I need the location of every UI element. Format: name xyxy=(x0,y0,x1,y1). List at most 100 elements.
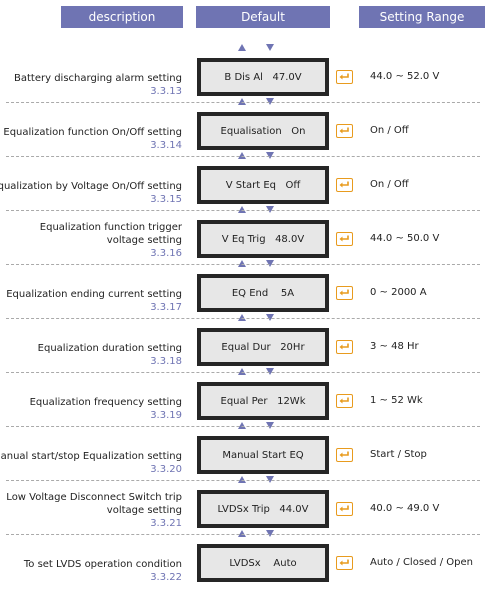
setting-range-value: Auto / Closed / Open xyxy=(370,557,473,568)
lcd-text: Equalisation On xyxy=(201,116,325,146)
setting-range-value: 1 ~ 52 Wk xyxy=(370,395,423,406)
up-arrow-icon xyxy=(238,206,246,213)
description-line: Equalization by Voltage On/Off setting xyxy=(0,181,182,192)
section-number: 3.3.14 xyxy=(150,140,182,151)
up-arrow-icon xyxy=(238,98,246,105)
lcd-text: Equal Dur 20Hr xyxy=(201,332,325,362)
description-line: Battery discharging alarm setting xyxy=(14,73,182,84)
row-divider xyxy=(6,318,480,319)
lcd-display: LVDSx Trip 44.0V xyxy=(197,490,329,528)
setting-row: Equalization ending current setting 3.3.1… xyxy=(0,260,487,328)
row-divider xyxy=(6,156,480,157)
up-down-arrows xyxy=(238,44,274,54)
row-divider xyxy=(6,534,480,535)
enter-key-icon xyxy=(336,286,353,300)
setting-range-value: 44.0 ~ 50.0 V xyxy=(370,233,440,244)
setting-range-value: 44.0 ~ 52.0 V xyxy=(370,71,440,82)
enter-key-icon xyxy=(336,124,353,138)
enter-key-icon xyxy=(336,70,353,84)
row-divider xyxy=(6,102,480,103)
lcd-text: LVDSx Trip 44.0V xyxy=(201,494,325,524)
row-divider xyxy=(6,210,480,211)
section-number: 3.3.17 xyxy=(150,302,182,313)
description-line: Equalization function On/Off setting xyxy=(3,127,182,138)
section-number: 3.3.13 xyxy=(150,86,182,97)
lcd-text: V Eq Trig 48.0V xyxy=(201,224,325,254)
setting-range-value: On / Off xyxy=(370,179,409,190)
up-down-arrows xyxy=(238,368,274,378)
lcd-text: LVDSx Auto xyxy=(201,548,325,578)
down-arrow-icon xyxy=(266,44,274,51)
up-arrow-icon xyxy=(238,44,246,51)
description-line: voltage setting xyxy=(106,505,182,516)
setting-description: Low Voltage Disconnect Switch trip voltag… xyxy=(6,490,182,530)
setting-description: Equalization frequency setting 3.3.19 xyxy=(30,382,182,422)
setting-description: Equalization function trigger voltage set… xyxy=(40,220,182,260)
section-number: 3.3.19 xyxy=(150,410,182,421)
section-number: 3.3.20 xyxy=(150,464,182,475)
setting-description: Equalization duration setting 3.3.18 xyxy=(38,328,182,368)
lcd-text: B Dis Al 47.0V xyxy=(201,62,325,92)
up-arrow-icon xyxy=(238,368,246,375)
setting-range-value: Start / Stop xyxy=(370,449,427,460)
lcd-text: Equal Per 12Wk xyxy=(201,386,325,416)
lcd-display: Equal Per 12Wk xyxy=(197,382,329,420)
enter-key-icon xyxy=(336,178,353,192)
setting-row: Equalization by Voltage On/Off setting 3.… xyxy=(0,152,487,220)
setting-row: Manual start/stop Equalization setting 3.… xyxy=(0,422,487,490)
up-down-arrows xyxy=(238,422,274,432)
lcd-text: V Start Eq Off xyxy=(201,170,325,200)
row-divider xyxy=(6,426,480,427)
setting-description: Equalization function On/Off setting 3.3.… xyxy=(3,112,182,152)
row-divider xyxy=(6,480,480,481)
description-line: Equalization duration setting xyxy=(37,343,182,354)
setting-range-value: 40.0 ~ 49.0 V xyxy=(370,503,440,514)
setting-row: To set LVDS operation condition 3.3.22 LVD… xyxy=(0,530,487,598)
enter-key-icon xyxy=(336,448,353,462)
lcd-display: EQ End 5A xyxy=(197,274,329,312)
setting-description: Manual start/stop Equalization setting 3.… xyxy=(0,436,182,476)
setting-description: To set LVDS operation condition 3.3.22 xyxy=(24,544,182,584)
setting-range-value: 0 ~ 2000 A xyxy=(370,287,427,298)
up-down-arrows xyxy=(238,206,274,216)
setting-row: Equalization frequency setting 3.3.19 Equa… xyxy=(0,368,487,436)
lcd-text: EQ End 5A xyxy=(201,278,325,308)
setting-row: Low Voltage Disconnect Switch trip voltag… xyxy=(0,476,487,544)
section-number: 3.3.16 xyxy=(150,248,182,259)
up-down-arrows xyxy=(238,260,274,270)
up-arrow-icon xyxy=(238,476,246,483)
enter-key-icon xyxy=(336,232,353,246)
up-down-arrows xyxy=(238,98,274,108)
up-down-arrows xyxy=(238,314,274,324)
up-arrow-icon xyxy=(238,260,246,267)
lcd-display: LVDSx Auto xyxy=(197,544,329,582)
setting-range-value: 3 ~ 48 Hr xyxy=(370,341,419,352)
down-arrow-icon xyxy=(266,152,274,159)
row-divider xyxy=(6,372,480,373)
description-line: Low Voltage Disconnect Switch trip xyxy=(6,492,182,503)
row-divider xyxy=(6,264,480,265)
setting-row: Equalization function On/Off setting 3.3.… xyxy=(0,98,487,166)
enter-key-icon xyxy=(336,556,353,570)
lcd-display: V Start Eq Off xyxy=(197,166,329,204)
setting-description: Battery discharging alarm setting 3.3.13 xyxy=(14,58,182,98)
header-description: description xyxy=(61,6,183,28)
down-arrow-icon xyxy=(266,476,274,483)
lcd-display: B Dis Al 47.0V xyxy=(197,58,329,96)
up-down-arrows xyxy=(238,152,274,162)
enter-key-icon xyxy=(336,394,353,408)
header-default: Default xyxy=(196,6,330,28)
down-arrow-icon xyxy=(266,368,274,375)
header-setting-range: Setting Range xyxy=(359,6,485,28)
down-arrow-icon xyxy=(266,98,274,105)
description-line: Manual start/stop Equalization setting xyxy=(0,451,182,462)
up-arrow-icon xyxy=(238,314,246,321)
lcd-display: Equal Dur 20Hr xyxy=(197,328,329,366)
down-arrow-icon xyxy=(266,314,274,321)
down-arrow-icon xyxy=(266,206,274,213)
setting-description: Equalization ending current setting 3.3.1… xyxy=(6,274,182,314)
section-number: 3.3.18 xyxy=(150,356,182,367)
section-number: 3.3.15 xyxy=(150,194,182,205)
lcd-display: Equalisation On xyxy=(197,112,329,150)
section-number: 3.3.22 xyxy=(150,572,182,583)
